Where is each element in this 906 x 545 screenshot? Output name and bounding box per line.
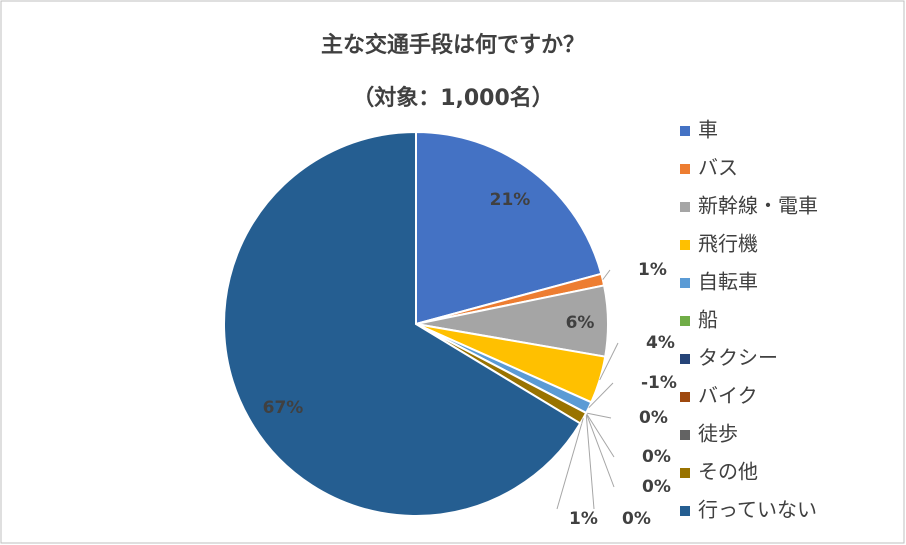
data-label: 0% (642, 477, 671, 497)
leader-line (585, 412, 615, 488)
legend-swatch (680, 354, 690, 364)
data-label: -1% (641, 373, 677, 393)
legend-swatch (680, 278, 690, 288)
data-label: 4% (646, 333, 675, 353)
data-label: 1% (569, 509, 598, 529)
leader-line (586, 412, 612, 419)
chart-title: 主な交通手段は何ですか？ (321, 32, 585, 58)
legend-swatch (680, 392, 690, 402)
legend-swatch (680, 316, 690, 326)
legend-label: 徒歩 (698, 422, 738, 446)
leader-line (588, 382, 614, 409)
legend-label: バス (698, 156, 738, 180)
legend-swatch (680, 202, 690, 212)
legend-swatch (680, 506, 690, 516)
pie-slice (415, 130, 603, 326)
legend-swatch (680, 468, 690, 478)
legend-label: 船 (698, 308, 718, 332)
data-label: 1% (638, 260, 667, 280)
legend-label: その他 (698, 460, 758, 484)
legend-label: 自転車 (698, 270, 758, 294)
leader-line (556, 418, 584, 510)
legend-swatch (680, 430, 690, 440)
legend-label: バイク (698, 384, 758, 408)
leader-line (602, 269, 611, 280)
legend-swatch (680, 164, 690, 174)
legend-label: 車 (698, 118, 718, 142)
leader-line (585, 412, 615, 458)
leader-line (585, 412, 595, 510)
legend-swatch (680, 240, 690, 250)
data-label: 67% (263, 398, 304, 418)
legend-label: タクシー (698, 346, 778, 370)
pie-slice (223, 130, 582, 517)
data-label: 0% (639, 408, 668, 428)
data-label: 21% (490, 190, 531, 210)
legend-label: 新幹線・電車 (698, 194, 818, 218)
data-label: 6% (566, 313, 595, 333)
legend-swatch (680, 126, 690, 136)
data-label: 0% (642, 447, 671, 467)
leader-line (599, 342, 619, 381)
legend-label: 行っていない (698, 498, 817, 522)
legend-label: 飛行機 (698, 232, 758, 256)
chart-subtitle: （対象：1,000名） (352, 85, 554, 111)
data-label: 0% (622, 509, 651, 529)
